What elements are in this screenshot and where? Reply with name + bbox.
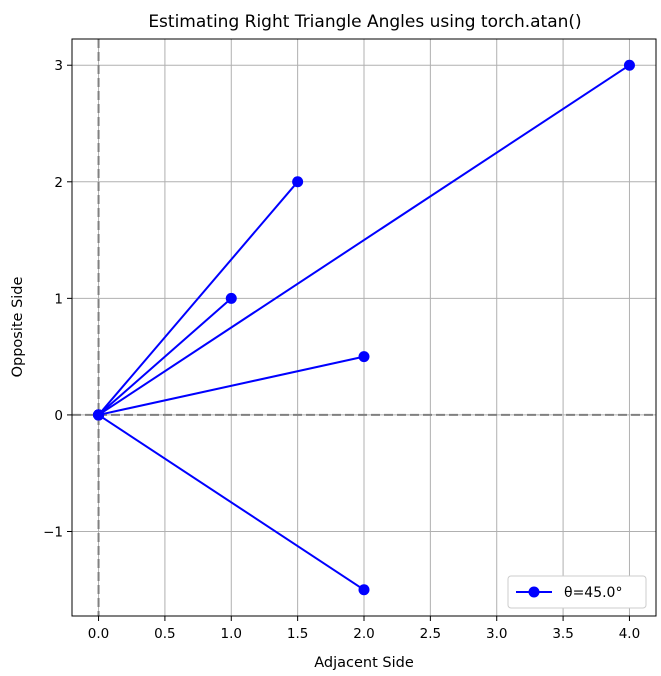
data-point <box>93 409 105 421</box>
x-tick-label: 0.0 <box>88 626 109 642</box>
series-line <box>98 355 365 416</box>
legend-box <box>507 575 647 609</box>
x-axis: 0.0 0.5 1.0 1.5 2.0 2.5 3.0 3.5 4.0 <box>88 616 640 642</box>
data-point <box>292 176 304 188</box>
y-tick-label: −1 <box>43 524 63 540</box>
x-tick-label: 0.5 <box>154 626 175 642</box>
data-point <box>358 351 370 363</box>
series-line <box>97 181 299 416</box>
y-tick-label: 2 <box>54 175 63 191</box>
y-axis-title: Opposite Side <box>10 277 26 378</box>
x-tick-label: 1.5 <box>287 626 308 642</box>
legend-label: θ=45.0° <box>564 585 622 601</box>
x-tick-label: 2.0 <box>353 626 374 642</box>
series-line <box>97 414 365 591</box>
x-tick-label: 3.5 <box>552 626 573 642</box>
data-point <box>225 292 237 304</box>
y-tick-label: 3 <box>54 58 63 74</box>
y-axis: −1 0 1 2 3 <box>43 58 72 540</box>
y-tick-label: 1 <box>54 291 63 307</box>
x-axis-title: Adjacent Side <box>314 655 414 671</box>
legend: θ=45.0° <box>507 575 647 609</box>
reference-lines <box>72 39 656 616</box>
series-line <box>97 64 631 416</box>
x-tick-label: 3.0 <box>486 626 507 642</box>
data-point <box>358 584 370 596</box>
y-tick-label: 0 <box>54 408 63 424</box>
series-4 <box>93 59 635 421</box>
x-tick-label: 4.0 <box>619 626 640 642</box>
x-tick-label: 1.0 <box>221 626 242 642</box>
series-layer <box>93 59 635 596</box>
legend-marker <box>528 586 540 598</box>
chart-title: Estimating Right Triangle Angles using t… <box>148 12 581 32</box>
data-point <box>623 59 635 71</box>
x-tick-label: 2.5 <box>420 626 441 642</box>
series-line <box>97 297 232 416</box>
